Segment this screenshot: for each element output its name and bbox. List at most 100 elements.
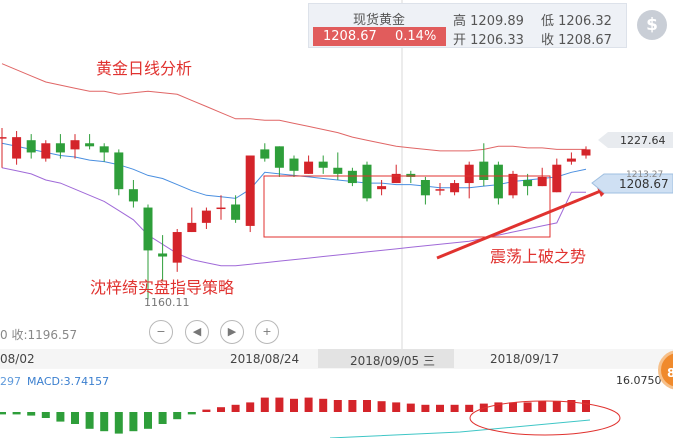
left-close-label: 0 收:1196.57 — [0, 328, 78, 342]
next-button[interactable]: ▶ — [220, 320, 244, 344]
macd-left-value: 297 — [0, 375, 21, 388]
macd-bar — [217, 407, 225, 412]
low-value-label: 1160.11 — [144, 296, 190, 309]
candle-body — [581, 149, 591, 156]
candle-body — [493, 164, 503, 199]
candle-body — [318, 161, 328, 168]
macd-ellipse-annotation — [469, 400, 621, 436]
macd-bar — [319, 398, 328, 412]
macd-bar — [129, 412, 138, 432]
candle-body — [99, 146, 109, 153]
macd-label: MACD:3.74157 — [27, 375, 110, 388]
candle-body — [391, 173, 401, 184]
change-percent: 0.14% — [395, 29, 437, 44]
macd-bar — [450, 404, 459, 412]
zoom-out-button[interactable]: − — [149, 320, 173, 344]
macd-bar — [12, 412, 21, 415]
macd-bar — [202, 409, 211, 412]
candle-body — [274, 146, 284, 168]
upper-band-line — [1, 63, 586, 152]
macd-bar — [27, 412, 36, 416]
macd-bar — [144, 412, 152, 429]
prev-button[interactable]: ◀ — [185, 320, 209, 344]
candle-body — [0, 137, 7, 139]
candle-body — [26, 140, 36, 153]
macd-bar — [304, 397, 313, 412]
macd-bar — [246, 402, 255, 412]
quote-panel: 现货黄金 1208.67 0.14% 高 1209.89 低 1206.32 开… — [308, 3, 627, 48]
breakout-caption: 震荡上破之势 — [490, 247, 587, 266]
candle-body — [85, 143, 95, 147]
instrument-name: 现货黄金 — [353, 13, 406, 28]
candle-body — [289, 158, 299, 171]
macd-bar — [85, 412, 94, 429]
candles — [0, 127, 591, 300]
macd-bar — [494, 402, 503, 412]
zoom-in-button[interactable]: + — [255, 320, 279, 344]
candle-body — [479, 161, 489, 180]
candle-body — [420, 180, 430, 196]
candle-body — [143, 207, 153, 251]
candle-body — [304, 161, 314, 174]
date-label-3: 2018/09/05 三 — [350, 354, 435, 368]
macd-bar — [421, 404, 430, 412]
strategy-caption: 沈梓绮实盘指导策略 — [90, 278, 235, 297]
currency-icon[interactable]: $ — [637, 10, 667, 40]
candle-body — [158, 253, 168, 257]
candle-body — [508, 173, 518, 196]
candle-body — [450, 183, 460, 193]
macd-bar — [392, 402, 401, 412]
candle-body — [464, 164, 474, 184]
high-stat: 高 1209.89 — [453, 14, 524, 29]
candle-body — [523, 180, 533, 187]
candle-body — [55, 143, 65, 153]
candle-body — [347, 170, 357, 184]
macd-bar — [158, 412, 167, 424]
candle-body — [377, 186, 387, 190]
candle-body — [41, 143, 51, 159]
breakout-arrow — [436, 188, 604, 260]
candle-body — [201, 210, 211, 223]
macd-bar — [333, 400, 342, 412]
macd-bar — [377, 401, 386, 412]
macd-bar — [100, 412, 109, 432]
macd-right-value: 16.0750 — [616, 374, 662, 387]
macd-bar — [363, 400, 371, 412]
candle-body — [362, 164, 372, 199]
macd-signal-line — [329, 419, 591, 438]
price-axis-pointer-upper — [598, 132, 673, 148]
price-axis-pointer-current — [591, 173, 673, 194]
macd-bar — [0, 412, 6, 415]
macd-bar — [552, 401, 561, 412]
candle-body — [245, 155, 255, 226]
candle-body — [187, 222, 197, 233]
macd-bar — [71, 412, 79, 424]
date-label-4: 2018/09/17 — [490, 352, 560, 366]
macd-bar — [582, 400, 590, 412]
consolidation-box — [263, 175, 551, 238]
date-label-1: 08/02 — [0, 352, 35, 366]
date-highlight — [318, 349, 454, 368]
macd-bar — [173, 412, 182, 420]
analysis-title: 黄金日线分析 — [96, 59, 193, 78]
close-stat: 收 1208.67 — [541, 33, 612, 48]
macd-bar — [523, 402, 532, 412]
macd-bar — [114, 412, 123, 434]
price-badge: 1208.67 0.14% — [313, 27, 446, 46]
macd-bar — [290, 398, 298, 412]
macd-bar — [567, 400, 576, 412]
candle-body — [552, 164, 562, 193]
date-label-2: 2018/08/24 — [230, 352, 300, 366]
macd-bar — [56, 412, 65, 422]
candle-body — [172, 232, 182, 263]
macd-histogram — [0, 397, 590, 434]
candle-body — [537, 176, 547, 187]
candle-body — [70, 140, 80, 150]
low-stat: 低 1206.32 — [541, 14, 612, 29]
macd-bar — [348, 400, 357, 412]
candle-body — [435, 189, 445, 191]
candle-body — [333, 167, 343, 174]
candle-body — [114, 152, 124, 190]
macd-bar — [509, 402, 517, 412]
